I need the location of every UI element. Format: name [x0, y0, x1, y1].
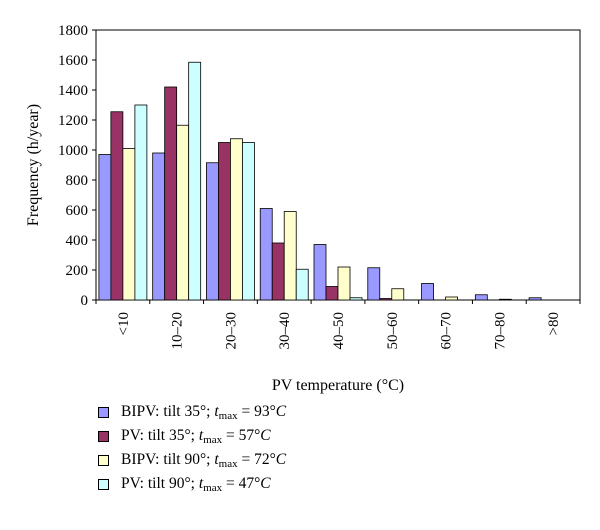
y-tick-label: 1000	[58, 143, 88, 159]
legend-item: PV: tilt 35°; tmax = 57°C	[98, 424, 286, 448]
bar	[122, 148, 136, 301]
legend-label-part: PV: tilt 35°;	[121, 426, 199, 444]
legend-swatch	[98, 430, 109, 442]
y-tick-label: 1800	[58, 23, 88, 39]
legend: BIPV: tilt 35°; tmax = 93°C PV: tilt 35°;…	[98, 400, 286, 496]
legend-label-part: max	[203, 481, 223, 494]
bar	[349, 297, 363, 301]
x-tick-label: 20–30	[223, 312, 239, 350]
legend-label-part: = 93°	[237, 402, 276, 420]
legend-label-part: max	[218, 409, 238, 422]
bar	[528, 297, 542, 301]
y-tick-label: 1600	[58, 53, 88, 69]
y-axis: 0 200 400 600 800 1000 1200 1400 1600 1800	[58, 23, 96, 309]
bar	[188, 61, 202, 301]
bar	[230, 138, 243, 301]
legend-label-part: max	[218, 457, 238, 470]
bar	[367, 267, 381, 301]
x-axis: <10 10–20 20–30 30–40 40–50 50–60 60–70 70–80 >8…	[95, 300, 581, 350]
bar	[445, 296, 458, 301]
legend-item: PV: tilt 90°; tmax = 47°C	[98, 472, 286, 496]
bar	[283, 211, 297, 301]
bar	[391, 288, 405, 301]
legend-label-part: t	[198, 426, 204, 444]
y-tick-label: 1400	[58, 83, 88, 99]
bar	[498, 298, 512, 301]
x-tick-label: 50–60	[385, 312, 401, 350]
legend-label-part: BIPV: tilt 90°;	[121, 450, 215, 468]
x-tick-label: 30–40	[277, 312, 293, 350]
legend-swatch	[98, 454, 109, 466]
legend-label-part: = 47°	[222, 474, 261, 492]
legend-label-part: C	[260, 426, 271, 444]
y-tick-label: 600	[66, 203, 89, 219]
x-tick-label: 40–50	[331, 312, 347, 350]
bar	[337, 266, 351, 301]
bar	[218, 142, 231, 301]
bar	[242, 142, 255, 301]
legend-label-part: = 72°	[237, 450, 276, 468]
legend-label: PV: tilt 35°; tmax = 57°C	[121, 427, 271, 446]
bar	[474, 294, 488, 301]
legend-item: BIPV: tilt 35°; tmax = 93°C	[98, 400, 286, 424]
y-tick-label: 800	[66, 173, 89, 189]
x-tick-label: <10	[116, 312, 132, 335]
bar	[295, 268, 309, 301]
legend-swatch	[98, 406, 109, 418]
legend-label-part: = 57°	[222, 426, 261, 444]
legend-swatch	[98, 478, 109, 490]
x-tick-label: 60–70	[439, 312, 455, 350]
legend-label-part: C	[260, 474, 271, 492]
chart: 0 200 400 600 800 1000 1200 1400 1600 1800 <10 10–…	[25, 23, 581, 394]
bar	[259, 208, 273, 301]
y-tick-label: 0	[81, 293, 89, 309]
legend-label-part: C	[275, 402, 287, 420]
y-tick-label: 1200	[58, 113, 88, 129]
bar	[271, 242, 285, 301]
legend-label-part: t	[198, 474, 204, 492]
y-axis-title: Frequency (h/year)	[25, 104, 42, 226]
x-tick-label: 70–80	[492, 312, 508, 350]
plot-area	[95, 29, 581, 301]
legend-label-part: t	[214, 450, 219, 468]
y-tick-label: 400	[66, 233, 89, 249]
legend-label-part: max	[203, 433, 223, 446]
bar	[134, 104, 148, 301]
bar	[164, 86, 178, 301]
bar	[325, 286, 339, 301]
bar	[176, 124, 190, 301]
bar	[152, 152, 166, 301]
bar	[313, 244, 327, 301]
legend-label: BIPV: tilt 35°; tmax = 93°C	[121, 403, 286, 422]
bar	[110, 111, 124, 301]
legend-item: BIPV: tilt 90°; tmax = 72°C	[98, 448, 286, 472]
bar	[98, 154, 112, 301]
legend-label: BIPV: tilt 90°; tmax = 72°C	[121, 451, 286, 470]
bar	[206, 162, 219, 301]
legend-label-part: C	[275, 450, 287, 468]
legend-label: PV: tilt 90°; tmax = 47°C	[121, 475, 271, 494]
bar	[421, 283, 434, 301]
legend-label-part: t	[214, 402, 219, 420]
legend-label-part: BIPV: tilt 35°;	[121, 402, 215, 420]
x-tick-label: 10–20	[170, 312, 186, 350]
x-tick-label: >80	[546, 312, 562, 335]
legend-label-part: PV: tilt 90°;	[121, 474, 199, 492]
y-tick-label: 200	[66, 263, 89, 279]
x-axis-title: PV temperature (°C)	[272, 377, 404, 394]
bar	[379, 298, 393, 301]
